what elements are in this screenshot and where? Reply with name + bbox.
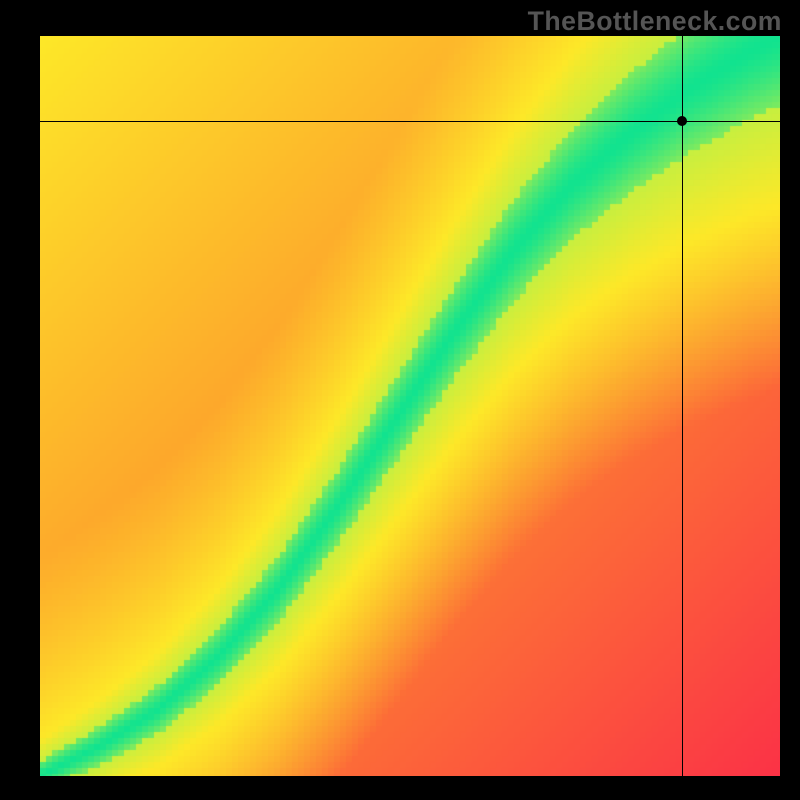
- crosshair-vertical: [682, 36, 683, 776]
- watermark-label: TheBottleneck.com: [528, 6, 782, 37]
- chart-container: TheBottleneck.com: [0, 0, 800, 800]
- crosshair-horizontal: [40, 121, 780, 122]
- bottleneck-heatmap: [40, 36, 780, 776]
